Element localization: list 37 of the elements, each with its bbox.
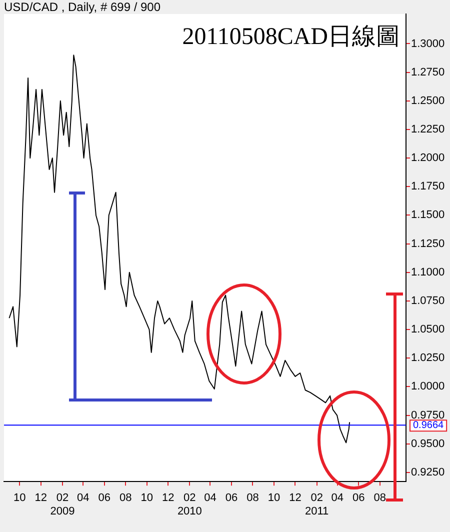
y-tick-label: 1.0000 <box>411 380 445 393</box>
y-tick-label: 1.2750 <box>411 66 445 78</box>
x-tick-label: 06 <box>98 492 110 504</box>
x-tick-label: 02 2009 <box>50 492 75 518</box>
x-tick-label: 06 <box>225 492 238 504</box>
x-tick-label: 02 2011 <box>304 492 329 518</box>
chart-subtitle: USD/CAD , Daily, # 699 / 900 <box>4 0 161 14</box>
x-tick-label: 10 <box>14 492 26 504</box>
y-tick-label: 0.9500 <box>411 438 445 450</box>
y-tick-label: 1.2000 <box>411 152 445 164</box>
y-tick-label: 1.1250 <box>411 238 445 250</box>
x-tick-label: 12 <box>289 492 302 504</box>
x-tick-label: 02 2010 <box>177 492 202 518</box>
y-tick-label: 1.0750 <box>411 294 445 307</box>
y-tick-label: 1.1000 <box>411 266 445 278</box>
y-tick-label: 1.0500 <box>411 324 445 336</box>
x-tick-label: 08 <box>119 492 132 504</box>
y-tick-label: 0.9250 <box>411 466 445 478</box>
y-tick-label: 1.3000 <box>411 38 445 50</box>
x-tick-label: 10 <box>140 492 153 504</box>
x-tick-label: 04 <box>76 492 90 504</box>
x-tick-label: 12 <box>162 492 174 504</box>
y-tick-label: 1.2500 <box>411 94 445 107</box>
x-tick-label: 04 <box>204 492 216 504</box>
ref-line-label: 0.9664 <box>413 420 444 431</box>
x-tick-label: 10 <box>268 492 280 504</box>
y-tick-label: 0.9750 <box>411 409 445 422</box>
y-tick-label: 1.1500 <box>411 209 445 222</box>
y-tick-label: 1.2250 <box>411 124 445 136</box>
y-tick-label: 1.1750 <box>411 180 445 193</box>
chart-title: 20110508CAD日線圖 <box>182 23 400 52</box>
x-tick-label: 08 <box>374 492 386 504</box>
x-tick-label: 06 <box>352 492 365 504</box>
x-tick-label: 04 <box>331 492 344 504</box>
x-tick-label: 08 <box>246 492 259 504</box>
x-tick-label: 12 <box>34 492 48 504</box>
y-tick-label: 1.0250 <box>411 352 445 364</box>
